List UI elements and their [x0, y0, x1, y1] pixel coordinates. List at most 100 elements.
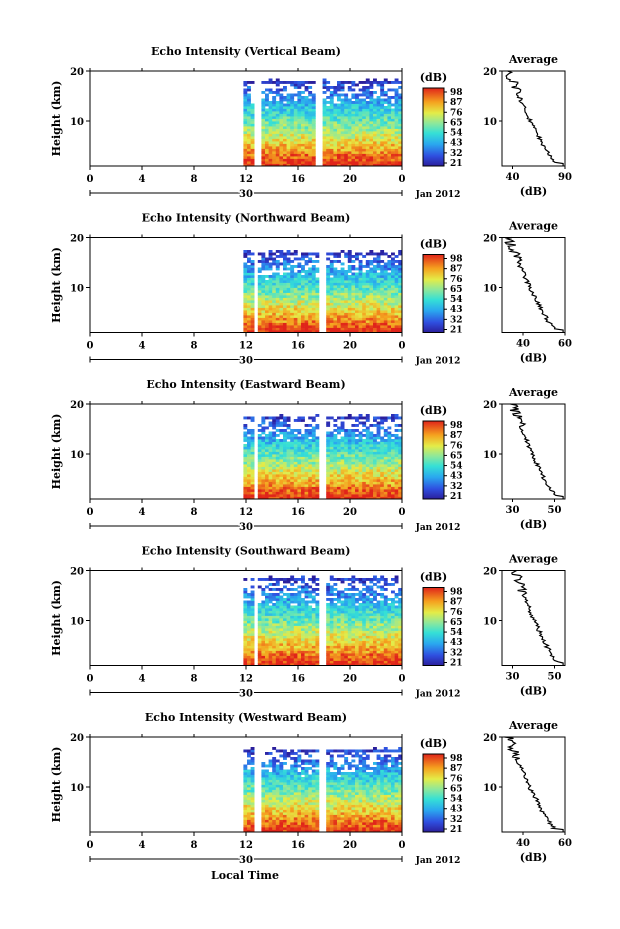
heatmap-cell — [315, 446, 320, 450]
heatmap-cell — [398, 118, 402, 122]
heatmap-cell — [290, 486, 295, 490]
heatmap-cell — [391, 663, 395, 666]
heatmap-cell — [344, 454, 349, 457]
heatmap-cell — [322, 158, 327, 162]
heatmap-cell — [380, 633, 385, 636]
heatmap-cell — [257, 277, 262, 281]
heatmap-cell — [340, 143, 345, 147]
heatmap-cell — [297, 148, 302, 152]
heatmap-cell — [275, 471, 280, 475]
heatmap-cell — [304, 275, 309, 278]
heatmap-cell — [369, 469, 374, 472]
heatmap-cell — [344, 648, 349, 651]
heatmap-cell — [365, 325, 370, 328]
heatmap-cell — [369, 320, 374, 323]
heatmap-cell — [369, 461, 374, 465]
heatmap-cell — [293, 143, 298, 147]
heatmap-cell — [279, 615, 284, 619]
heatmap-cell — [297, 663, 302, 666]
heatmap-cell — [261, 643, 266, 646]
heatmap-cell — [383, 101, 388, 104]
heatmap-cell — [283, 325, 287, 328]
heatmap-cell — [369, 300, 374, 303]
heatmap-cell — [311, 628, 316, 631]
heatmap-cell — [380, 88, 385, 92]
heatmap-cell — [279, 474, 284, 477]
heatmap-cell — [247, 610, 251, 614]
heatmap-cell — [279, 424, 284, 427]
heatmap-cell — [308, 650, 313, 654]
heatmap-cell — [304, 633, 309, 636]
heatmap-cell — [261, 280, 266, 283]
heatmap-cell — [369, 471, 374, 475]
heatmap-cell — [283, 630, 287, 634]
heatmap-cell — [297, 603, 302, 606]
heatmap-cell — [304, 252, 309, 256]
heatmap-cell — [304, 620, 309, 624]
heatmap-cell — [365, 103, 370, 107]
heatmap-cell — [391, 459, 395, 462]
heatmap-cell — [373, 270, 377, 273]
heatmap-cell — [391, 449, 395, 452]
heatmap-cell — [293, 131, 298, 134]
heatmap-cell — [257, 655, 262, 659]
heatmap-cell — [340, 320, 345, 323]
heatmap-cell — [337, 88, 341, 92]
heatmap-cell — [250, 330, 255, 333]
heatmap-cell — [369, 123, 374, 127]
heatmap-cell — [243, 113, 248, 117]
heatmap-cell — [340, 141, 345, 144]
heatmap-cell — [279, 285, 284, 288]
heatmap-cell — [391, 655, 395, 659]
heatmap-cell — [333, 153, 338, 157]
heatmap-cell — [247, 441, 251, 445]
heatmap-cell — [376, 103, 381, 107]
heatmap-cell — [355, 290, 359, 293]
heatmap-cell — [261, 600, 266, 604]
heatmap-cell — [351, 610, 356, 614]
heatmap-cell — [326, 126, 331, 129]
heatmap-cell — [275, 310, 280, 313]
heatmap-cell — [329, 628, 334, 631]
heatmap-cell — [322, 156, 327, 159]
heatmap-cell — [380, 494, 385, 497]
heatmap-cell — [286, 494, 291, 497]
heatmap-cell — [315, 650, 320, 654]
heatmap-cell — [387, 143, 392, 147]
heatmap-cell — [301, 325, 305, 328]
heatmap-cell — [250, 474, 255, 477]
heatmap-cell — [243, 431, 248, 435]
heatmap-cell — [337, 479, 341, 482]
heatmap-cell — [398, 101, 402, 104]
heatmap-cell — [380, 285, 385, 288]
heatmap-cell — [398, 161, 402, 164]
heatmap-cell — [340, 496, 345, 500]
heatmap-cell — [358, 444, 363, 447]
heatmap-cell — [257, 327, 262, 331]
heatmap-cell — [340, 618, 345, 621]
heatmap-cell — [261, 148, 266, 152]
panel-2: Echo Intensity (Northward Beam)0 4 8 12 16 20… — [50, 212, 572, 369]
heatmap-cell — [243, 158, 248, 162]
heatmap-cell — [261, 136, 266, 139]
heatmap-cell — [373, 320, 377, 323]
heatmap-cell — [257, 275, 262, 278]
heatmap-cell — [275, 260, 280, 263]
heatmap-cell — [304, 327, 309, 331]
heatmap-cell — [279, 148, 284, 152]
heatmap-cell — [265, 618, 269, 621]
heatmap-cell — [329, 451, 334, 455]
heatmap-cell — [311, 287, 316, 291]
heatmap-cell — [355, 131, 359, 134]
heatmap-cell — [373, 638, 377, 641]
heatmap-cell — [265, 257, 269, 261]
heatmap-cell — [394, 295, 399, 298]
heatmap-cell — [301, 103, 305, 107]
heatmap-cell — [373, 91, 377, 94]
heatmap-cell — [337, 255, 341, 258]
heatmap-cell — [250, 126, 255, 129]
heatmap-cell — [365, 431, 370, 435]
heatmap-cell — [301, 300, 305, 303]
heatmap-cell — [293, 153, 298, 157]
heatmap-cell — [311, 265, 316, 268]
